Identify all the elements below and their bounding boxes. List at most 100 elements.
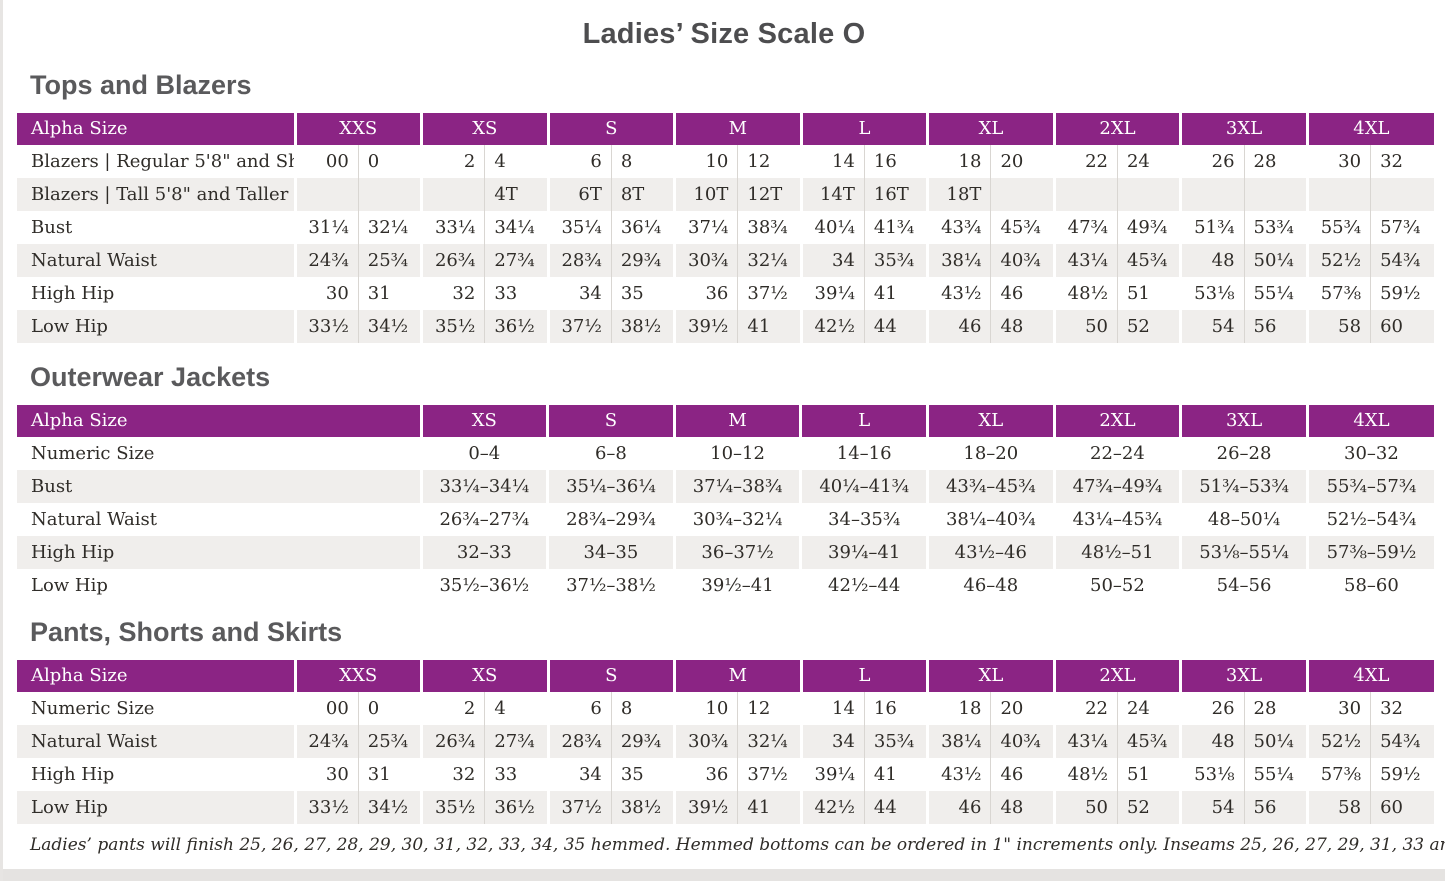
table-row: High Hip 30 31 32 33 34 35 36 37½ 39¼ 41 43½ 46 48½ 51… (17, 277, 1434, 310)
size-cell: 34–35¾ (799, 503, 928, 536)
size-cell: 51 (1116, 758, 1181, 791)
size-cell: 47¾–49¾ (1052, 470, 1181, 503)
size-cell: 52½–54¾ (1305, 503, 1434, 536)
size-cell: 28¾ (546, 725, 612, 758)
size-cell: 37½ (546, 310, 612, 343)
size-cell: 35½ (420, 310, 485, 343)
size-cell: 6T (546, 178, 612, 211)
row-label: Low Hip (17, 569, 421, 602)
size-cell (420, 178, 485, 211)
size-cell: 54 (1179, 310, 1245, 343)
table-header-row: Alpha Size XXS XS S M L XL 2XL 3XL 4XL (17, 113, 1434, 145)
size-column-header: 2XL (1052, 405, 1181, 437)
size-cell: 25¾ (357, 244, 422, 277)
size-cell: 20 (990, 145, 1055, 178)
size-cell: 32 (1370, 692, 1434, 725)
size-cell: 00 (293, 145, 359, 178)
size-cell: 53⅛ (1179, 277, 1245, 310)
size-cell: 52 (1116, 310, 1181, 343)
size-cell: 46 (926, 791, 991, 824)
size-cell: 0–4 (419, 437, 548, 470)
size-cell: 18 (926, 145, 991, 178)
size-cell: 46 (990, 758, 1055, 791)
size-cell: 2 (420, 692, 485, 725)
size-cell: 29¾ (610, 725, 675, 758)
size-cell: 37½ (737, 277, 802, 310)
row-label: Bust (17, 211, 296, 244)
size-column-header: L (799, 405, 928, 437)
size-cell: 10 (673, 145, 738, 178)
size-cell: 51¾–53¾ (1179, 470, 1308, 503)
size-cell: 48–50¼ (1179, 503, 1308, 536)
size-column-header: M (672, 405, 801, 437)
size-cell (1243, 178, 1308, 211)
size-column-header: XL (926, 405, 1055, 437)
size-column-header: 2XL (1052, 113, 1181, 145)
size-column-header: 4XL (1305, 405, 1434, 437)
size-cell: 30–32 (1305, 437, 1434, 470)
size-cell: 45¾ (1116, 725, 1181, 758)
size-cell: 30¾ (673, 244, 738, 277)
size-cell: 0 (357, 145, 422, 178)
row-label: Natural Waist (17, 244, 296, 277)
size-column-header: 4XL (1305, 660, 1434, 692)
size-cell: 36¼ (610, 211, 675, 244)
size-cell: 55¾–57¾ (1305, 470, 1434, 503)
size-cell: 32 (420, 758, 485, 791)
size-cell: 14 (799, 145, 865, 178)
size-cell: 39¼ (799, 758, 865, 791)
size-cell: 47¾ (1052, 211, 1118, 244)
row-label: Bust (17, 470, 421, 503)
table-row: Natural Waist 26¾–27¾ 28¾–29¾ 30¾–32¼ 34–35¾… (17, 503, 1434, 536)
size-cell: 16 (863, 145, 928, 178)
size-cell: 32 (420, 277, 485, 310)
row-label: Low Hip (17, 310, 296, 343)
size-cell: 38½ (610, 310, 675, 343)
size-cell: 43¾ (926, 211, 991, 244)
size-cell: 30¾ (673, 725, 738, 758)
size-cell: 41 (863, 277, 928, 310)
size-cell: 54¾ (1370, 725, 1434, 758)
size-cell: 10–12 (672, 437, 801, 470)
size-cell: 33½ (293, 310, 359, 343)
size-cell: 40¼ (799, 211, 865, 244)
size-cell: 22 (1052, 145, 1118, 178)
size-cell: 58–60 (1305, 569, 1434, 602)
section-title-pants-shorts-skirts: Pants, Shorts and Skirts (30, 617, 343, 647)
size-cell: 28 (1243, 145, 1308, 178)
size-cell: 38¼–40¾ (926, 503, 1055, 536)
size-cell: 37½ (546, 791, 612, 824)
size-cell: 34½ (357, 791, 422, 824)
size-cell: 4 (484, 145, 549, 178)
size-column-header: S (546, 113, 675, 145)
size-cell: 42½ (799, 791, 865, 824)
size-cell: 35½–36½ (419, 569, 548, 602)
size-cell: 52 (1116, 791, 1181, 824)
size-cell: 48½–51 (1052, 536, 1181, 569)
table-row: Numeric Size 0–4 6–8 10–12 14–16 18–20 22–24 26… (17, 437, 1434, 470)
size-column-header: XS (420, 113, 549, 145)
size-cell: 41 (737, 310, 802, 343)
size-cell: 32¼ (737, 244, 802, 277)
size-cell: 36–37½ (672, 536, 801, 569)
size-cell: 32¼ (737, 725, 802, 758)
size-cell: 44 (863, 791, 928, 824)
size-column-header: 3XL (1179, 405, 1308, 437)
size-cell: 60 (1370, 310, 1434, 343)
table-row: Blazers | Regular 5'8" and Shorter000246… (17, 145, 1434, 178)
size-cell: 55¾ (1305, 211, 1371, 244)
size-cell: 34¼ (484, 211, 549, 244)
size-cell (990, 178, 1055, 211)
size-cell: 37¼ (673, 211, 738, 244)
size-cell: 38¾ (737, 211, 802, 244)
size-cell: 37½–38½ (546, 569, 675, 602)
size-cell: 35¾ (863, 244, 928, 277)
size-cell: 16T (863, 178, 928, 211)
size-cell: 33 (484, 758, 549, 791)
size-cell: 43¼ (1052, 725, 1118, 758)
size-cell (1370, 178, 1434, 211)
size-cell: 10T (673, 178, 738, 211)
size-column-header: 4XL (1305, 113, 1434, 145)
size-cell: 42½ (799, 310, 865, 343)
row-label: Blazers | Regular 5'8" and Shorter (17, 145, 296, 178)
